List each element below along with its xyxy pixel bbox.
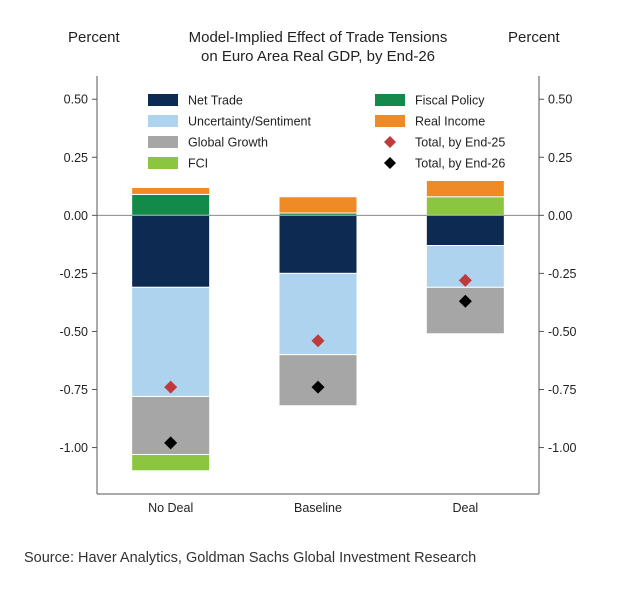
- right-tick-label: -0.25: [548, 267, 577, 281]
- legend-swatch-total-by-end-26: [384, 157, 396, 169]
- legend-label-uncertainty-sentiment: Uncertainty/Sentiment: [188, 115, 312, 129]
- left-tick-label: -1.00: [60, 441, 89, 455]
- legend-label-total-by-end-26: Total, by End-26: [415, 157, 505, 171]
- chart: Percent Percent Model-Implied Effect of …: [60, 29, 577, 515]
- x-tick-label-deal: Deal: [452, 501, 478, 515]
- bar-segment-net-trade-no-deal: [131, 214, 211, 288]
- legend-swatch-global-growth: [148, 136, 178, 148]
- legend-swatch-total-by-end-25: [384, 136, 396, 148]
- marker-total-by-end-26-baseline: [311, 380, 325, 394]
- right-tick-label: -1.00: [548, 441, 577, 455]
- marker-total-by-end-25-baseline: [311, 334, 325, 348]
- source-note: Source: Haver Analytics, Goldman Sachs G…: [24, 550, 477, 566]
- legend-swatch-uncertainty-sentiment: [148, 115, 178, 127]
- left-tick-label: -0.75: [60, 383, 89, 397]
- legend-swatch-real-income: [375, 115, 405, 127]
- bar-segment-fiscal-policy-no-deal: [131, 193, 211, 216]
- legend-label-total-by-end-25: Total, by End-25: [415, 136, 505, 150]
- left-tick-label: 0.00: [64, 209, 88, 223]
- left-tick-label: 0.50: [64, 93, 88, 107]
- bar-segment-global-growth-deal: [425, 286, 505, 335]
- left-tick-label: 0.25: [64, 151, 88, 165]
- marker-total-by-end-25-no-deal: [164, 380, 178, 394]
- bar-segment-net-trade-deal: [425, 214, 505, 247]
- legend-label-net-trade: Net Trade: [188, 94, 243, 108]
- right-axis-unit: Percent: [508, 29, 561, 46]
- legend-swatch-net-trade: [148, 94, 178, 106]
- right-tick-label: -0.50: [548, 325, 577, 339]
- legend-label-fci: FCI: [188, 157, 208, 171]
- right-tick-label: 0.25: [548, 151, 572, 165]
- legend-label-real-income: Real Income: [415, 115, 485, 129]
- bar-segment-fci-deal: [425, 196, 505, 216]
- legend-label-global-growth: Global Growth: [188, 136, 268, 150]
- legend-swatch-fci: [148, 157, 178, 169]
- x-tick-label-baseline: Baseline: [294, 501, 342, 515]
- right-tick-label: -0.75: [548, 383, 577, 397]
- bar-segment-global-growth-baseline: [278, 354, 358, 407]
- bar-segment-real-income-deal: [425, 180, 505, 198]
- bar-segment-uncertainty-sentiment-no-deal: [131, 286, 211, 397]
- legend-swatch-fiscal-policy: [375, 94, 405, 106]
- marker-total-by-end-26-deal: [458, 294, 472, 308]
- bar-segment-real-income-no-deal: [131, 186, 211, 195]
- right-tick-label: 0.50: [548, 93, 572, 107]
- left-axis-unit: Percent: [68, 29, 121, 46]
- marker-total-by-end-25-deal: [458, 273, 472, 287]
- x-tick-label-no-deal: No Deal: [148, 501, 193, 515]
- right-tick-label: 0.00: [548, 209, 572, 223]
- bar-segment-fci-no-deal: [131, 454, 211, 472]
- left-tick-label: -0.50: [60, 325, 89, 339]
- bar-segment-net-trade-baseline: [278, 214, 358, 274]
- legend-label-fiscal-policy: Fiscal Policy: [415, 94, 485, 108]
- bar-segment-real-income-baseline: [278, 196, 358, 214]
- chart-title-line-2: on Euro Area Real GDP, by End-26: [201, 48, 435, 65]
- marker-total-by-end-26-no-deal: [164, 436, 178, 450]
- left-tick-label: -0.25: [60, 267, 89, 281]
- chart-title-line-1: Model-Implied Effect of Trade Tensions: [189, 29, 448, 46]
